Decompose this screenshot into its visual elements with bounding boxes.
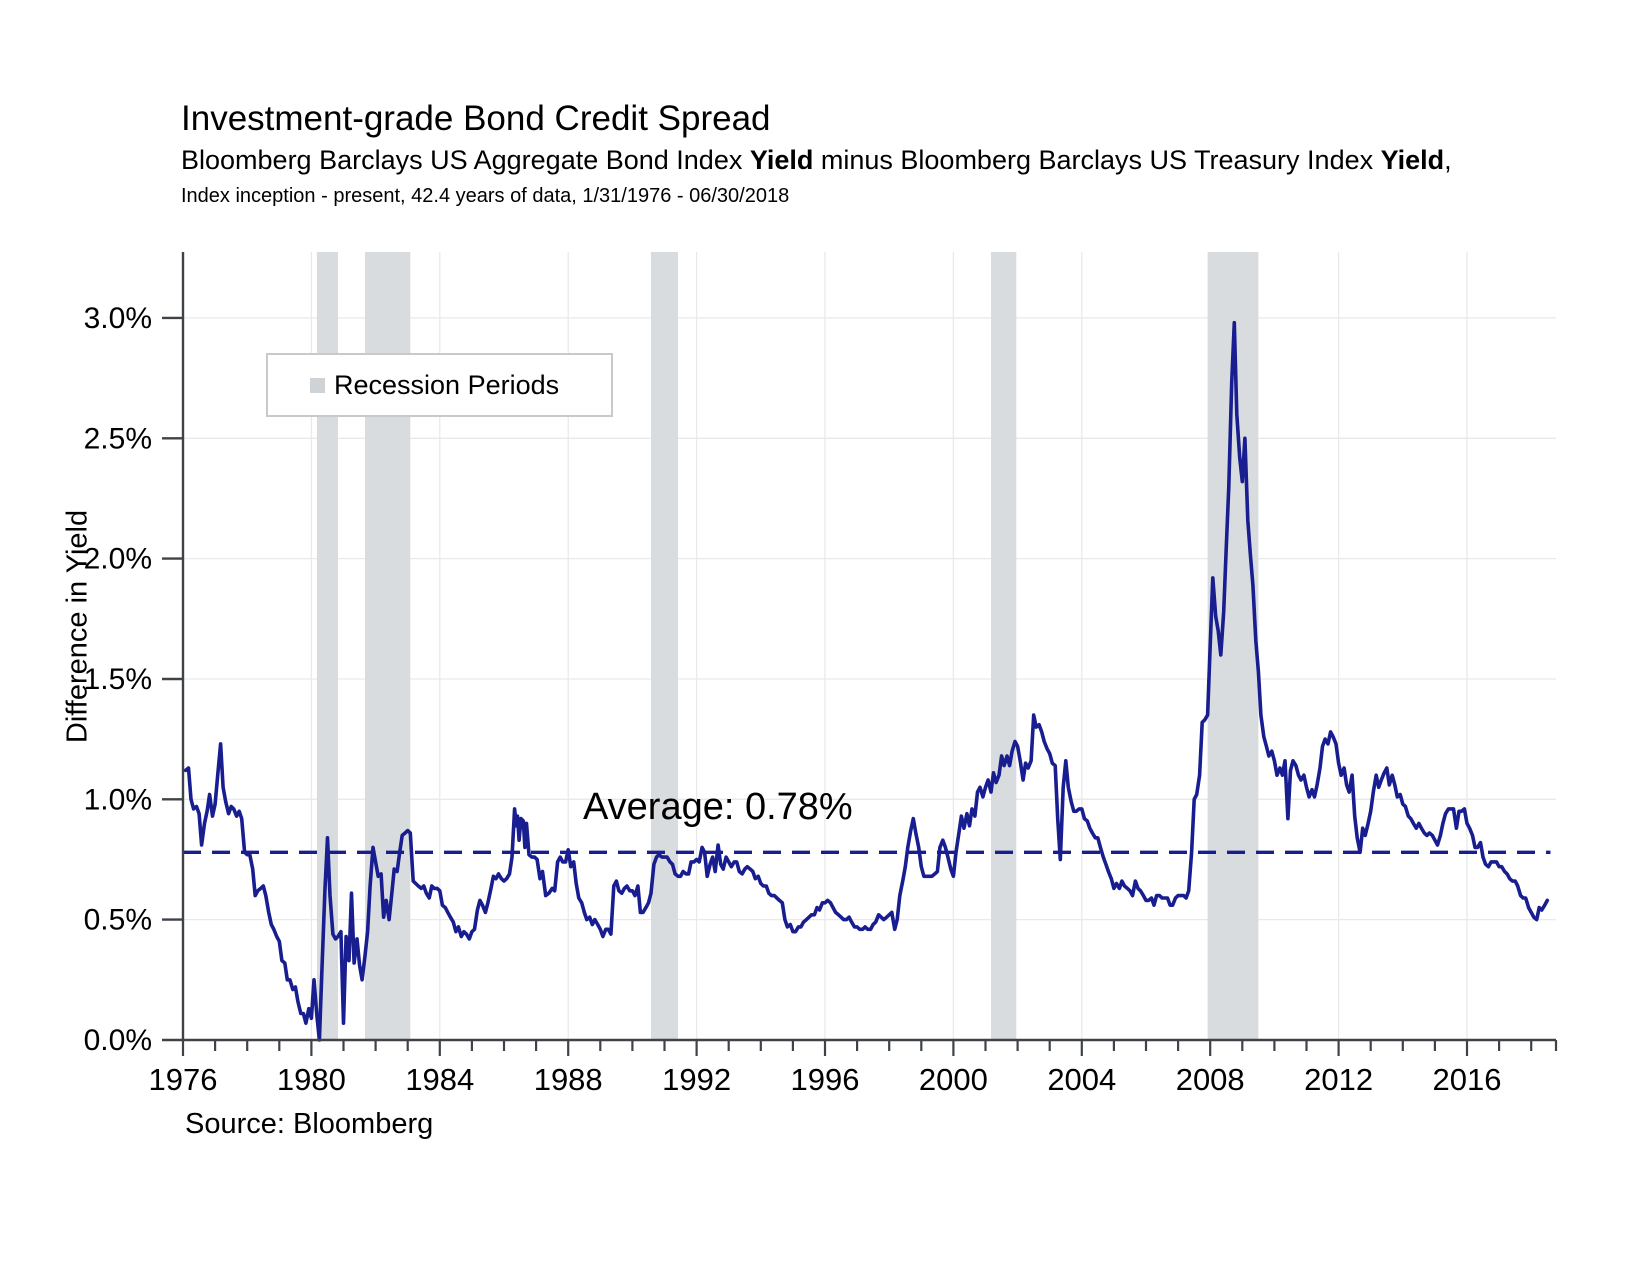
chart-subtitle-part: Bloomberg Barclays US Aggregate Bond Ind…: [181, 145, 750, 175]
x-tick-label: 2016: [1433, 1062, 1502, 1097]
x-tick-label: 1980: [277, 1062, 346, 1097]
x-tick-label: 1976: [149, 1062, 218, 1097]
recession-band: [991, 252, 1017, 1040]
chart-subtitle-part: ,: [1444, 145, 1452, 175]
x-tick-label: 2004: [1047, 1062, 1116, 1097]
x-tick-label: 1988: [534, 1062, 603, 1097]
y-tick-label: 0.0%: [84, 1024, 152, 1057]
x-tick-label: 1996: [791, 1062, 860, 1097]
y-tick-label: 1.5%: [84, 663, 152, 696]
x-tick-label: 2000: [919, 1062, 988, 1097]
spread-line: [183, 320, 1550, 1042]
recession-band: [316, 252, 338, 1040]
chart-subtitle-part: Yield: [749, 145, 814, 175]
y-tick-label: 3.0%: [84, 302, 152, 335]
y-tick-label: 2.0%: [84, 543, 152, 576]
chart-title: Investment-grade Bond Credit Spread: [181, 99, 771, 138]
legend-label: Recession Periods: [334, 369, 560, 400]
chart-subtitle-part: Yield: [1380, 145, 1445, 175]
legend: Recession Periods: [266, 353, 613, 417]
chart-subtitle: Bloomberg Barclays US Aggregate Bond Ind…: [181, 145, 1452, 176]
y-axis-title: Difference in Yield: [61, 509, 94, 744]
x-tick-label: 2008: [1176, 1062, 1245, 1097]
average-annotation: Average: 0.78%: [583, 786, 853, 828]
x-tick-label: 2012: [1304, 1062, 1373, 1097]
source-note: Source: Bloomberg: [185, 1108, 434, 1140]
recession-band: [651, 252, 678, 1040]
x-tick-label: 1984: [405, 1062, 474, 1097]
y-tick-label: 0.5%: [84, 904, 152, 937]
chart-subtitle-part: minus Bloomberg Barclays US Treasury Ind…: [813, 145, 1381, 175]
chart-subtitle-detail: Index inception - present, 42.4 years of…: [181, 185, 790, 207]
recession-swatch-icon: [310, 377, 325, 393]
x-tick-label: 1992: [662, 1062, 731, 1097]
y-tick-label: 2.5%: [84, 422, 152, 455]
y-tick-label: 1.0%: [84, 783, 152, 816]
